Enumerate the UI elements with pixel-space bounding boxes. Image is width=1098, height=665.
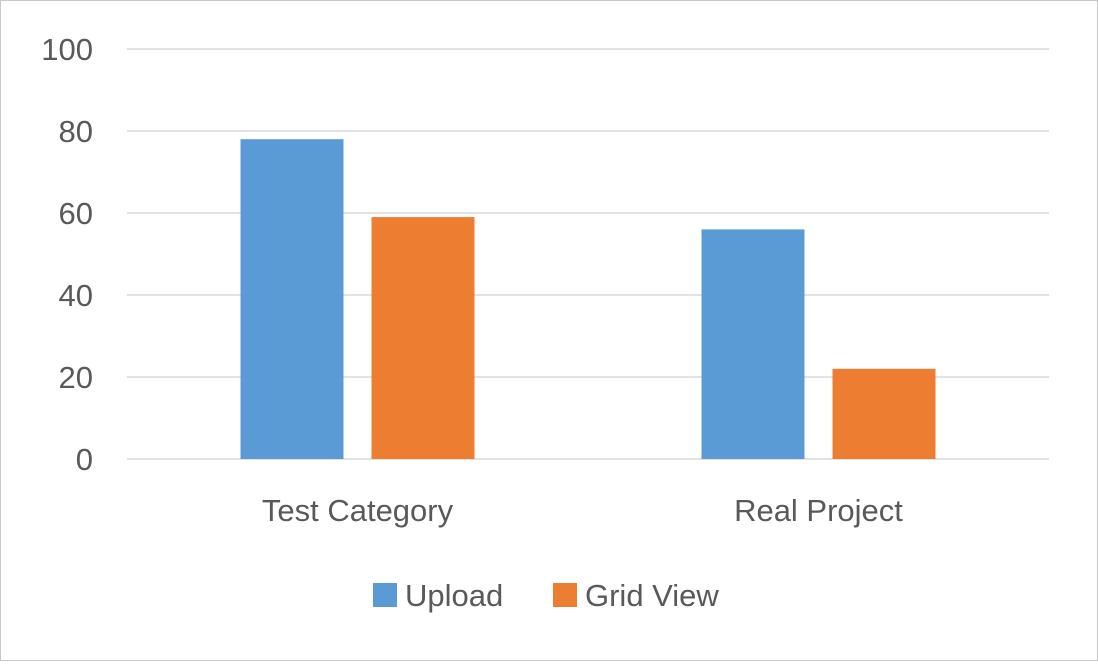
- bar-upload-real-project: [701, 229, 805, 459]
- x-category-label: Test Category: [262, 493, 454, 528]
- legend-label: Upload: [405, 578, 503, 613]
- bar-upload-test-category: [240, 139, 344, 459]
- y-tick-label: 40: [59, 278, 93, 313]
- y-tick-label: 100: [41, 32, 93, 67]
- y-tick-label: 0: [76, 442, 93, 477]
- legend-label: Grid View: [585, 578, 719, 613]
- legend: Upload Grid View: [373, 578, 719, 613]
- legend-swatch: [553, 583, 577, 607]
- y-axis-tick-labels: 0 20 40 60 80 100: [41, 32, 93, 477]
- y-tick-label: 80: [59, 114, 93, 149]
- legend-swatch: [373, 583, 397, 607]
- y-tick-label: 60: [59, 196, 93, 231]
- x-category-label: Real Project: [734, 493, 903, 528]
- x-axis-category-labels: Test Category Real Project: [262, 493, 903, 528]
- bars: [240, 139, 936, 459]
- y-tick-label: 20: [59, 360, 93, 395]
- bar-grid-view-real-project: [832, 368, 936, 459]
- bar-grid-view-test-category: [371, 217, 475, 459]
